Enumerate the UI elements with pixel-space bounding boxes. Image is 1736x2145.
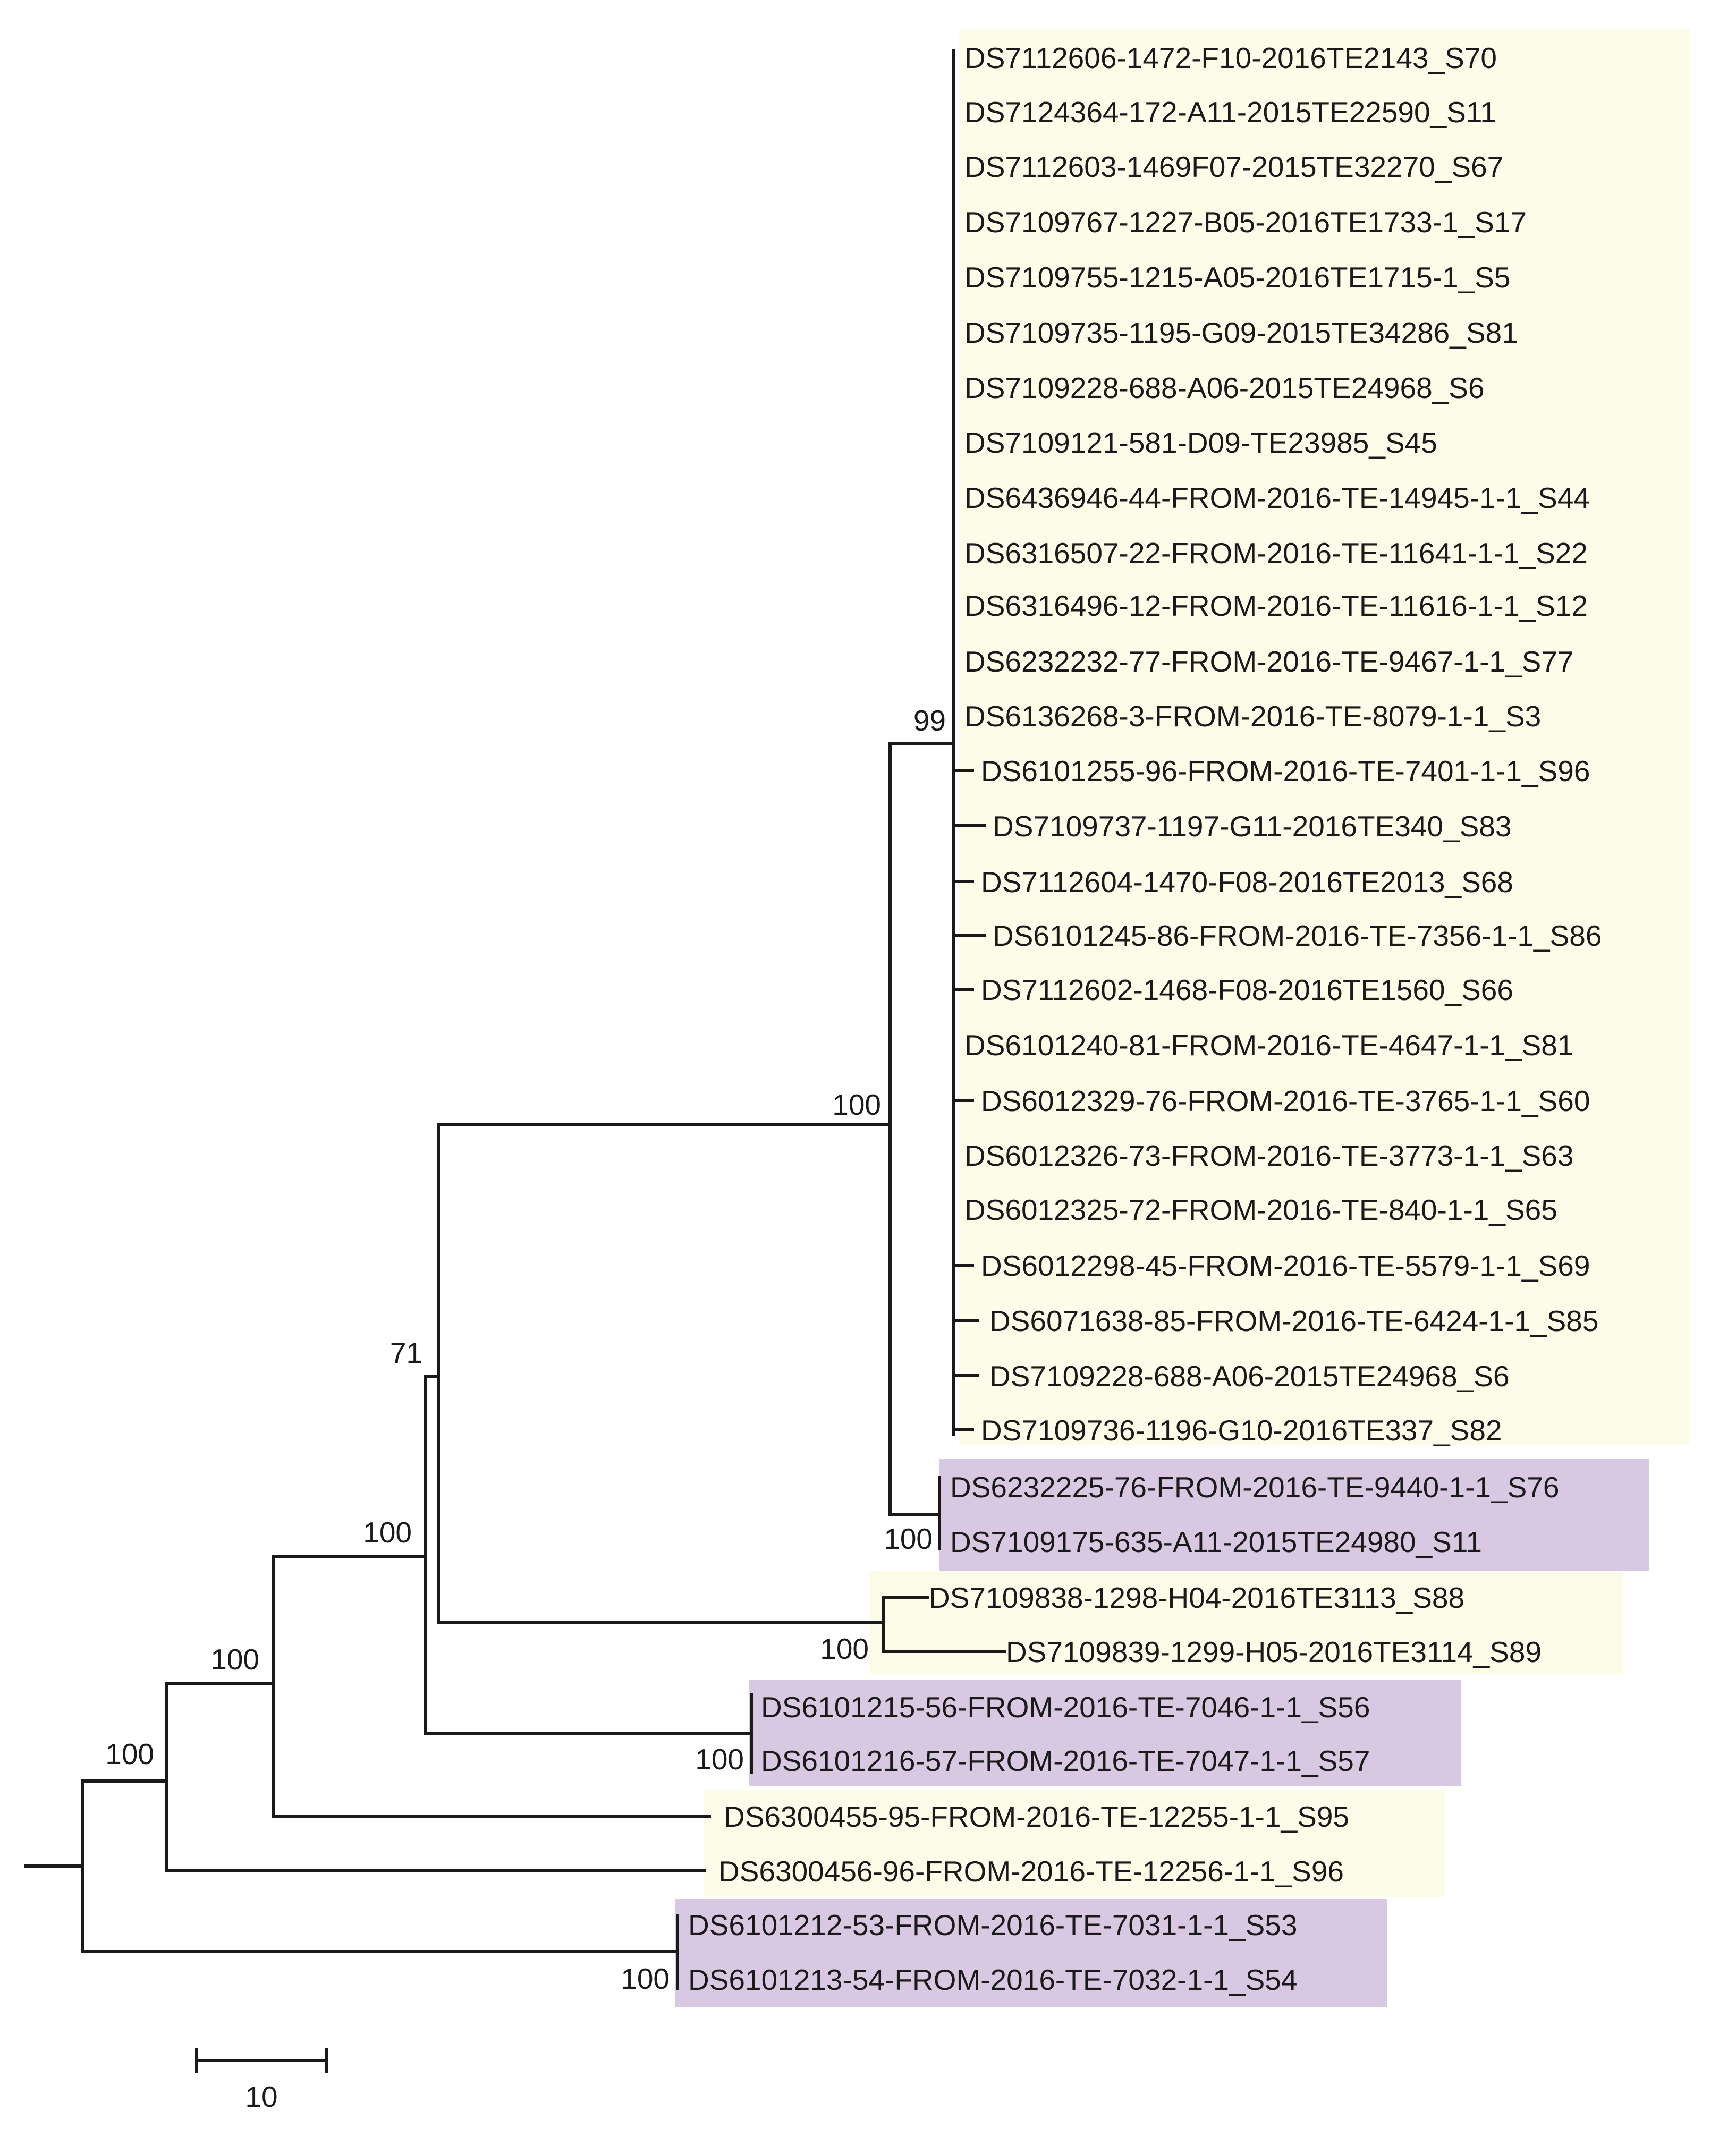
leaf-label: DS7109839-1299-H05-2016TE3114_S89 [1006,1635,1542,1668]
bootstrap-support-value: 100 [695,1743,744,1776]
bootstrap-support-value: 71 [390,1336,422,1369]
leaf-label: DS7109175-635-A11-2015TE24980_S11 [950,1525,1482,1558]
leaf-label: DS7112602-1468-F08-2016TE1560_S66 [981,973,1513,1006]
leaf-label: DS6101255-96-FROM-2016-TE-7401-1-1_S96 [981,754,1590,787]
leaf-label: DS6232225-76-FROM-2016-TE-9440-1-1_S76 [950,1471,1559,1504]
leaf-label: DS7109737-1197-G11-2016TE340_S83 [993,810,1511,843]
leaf-label: DS7109838-1298-H04-2016TE3113_S88 [929,1581,1464,1614]
leaf-label: DS7109121-581-D09-TE23985_S45 [964,426,1437,459]
leaf-label: DS6012325-72-FROM-2016-TE-840-1-1_S65 [964,1193,1557,1226]
leaf-label: DS6101215-56-FROM-2016-TE-7046-1-1_S56 [761,1691,1370,1724]
bootstrap-support-value: 100 [363,1516,412,1549]
clade-highlight-yellow-2 [869,1571,1623,1674]
leaf-label: DS6071638-85-FROM-2016-TE-6424-1-1_S85 [989,1304,1598,1337]
leaf-label: DS6300456-96-FROM-2016-TE-12256-1-1_S96 [718,1855,1344,1888]
leaf-label: DS7112603-1469F07-2015TE32270_S67 [964,150,1503,183]
clade-highlight-purple-1 [939,1459,1649,1571]
clade-highlight-main-yellow [959,29,1690,1445]
clade-highlight-purple-3 [675,1899,1387,2007]
bootstrap-support-value: 100 [832,1088,881,1121]
clade-highlight-yellow-3 [704,1790,1445,1897]
leaf-label: DS7109228-688-A06-2015TE24968_S6 [964,371,1485,404]
leaf-label: DS6012329-76-FROM-2016-TE-3765-1-1_S60 [981,1084,1590,1117]
leaf-label-layer: DS7112606-1472-F10-2016TE2143_S70 DS71243… [688,41,1602,1996]
leaf-label: DS6436946-44-FROM-2016-TE-14945-1-1_S44 [964,481,1590,514]
leaf-label: DS6101245-86-FROM-2016-TE-7356-1-1_S86 [993,919,1602,952]
scale-bar: 10 [195,2048,328,2113]
support-value-layer: 99 100 100 71 100 100 100 100 100 100 [105,704,946,1995]
leaf-label: DS7109736-1196-G10-2016TE337_S82 [981,1414,1502,1447]
scale-bar-label: 10 [245,2080,277,2113]
bootstrap-support-value: 100 [105,1737,154,1770]
leaf-label: DS6101213-54-FROM-2016-TE-7032-1-1_S54 [688,1963,1297,1996]
leaf-label: DS7109735-1195-G09-2015TE34286_S81 [964,316,1518,349]
leaf-label: DS6101212-53-FROM-2016-TE-7031-1-1_S53 [688,1909,1297,1941]
leaf-label: DS6012298-45-FROM-2016-TE-5579-1-1_S69 [981,1249,1590,1282]
bootstrap-support-value: 100 [884,1522,933,1555]
leaf-label: DS6012326-73-FROM-2016-TE-3773-1-1_S63 [964,1139,1573,1172]
bootstrap-support-value: 100 [820,1632,869,1665]
branch-layer [24,49,1006,1990]
bootstrap-support-value: 100 [210,1643,259,1676]
leaf-label: DS6316496-12-FROM-2016-TE-11616-1-1_S12 [964,589,1588,622]
leaf-label: DS7109228-688-A06-2015TE24968_S6 [989,1360,1510,1393]
leaf-label: DS6101216-57-FROM-2016-TE-7047-1-1_S57 [761,1744,1370,1777]
clade-highlight-layer [675,29,1690,2007]
leaf-label: DS7112606-1472-F10-2016TE2143_S70 [964,41,1497,74]
leaf-label: DS7124364-172-A11-2015TE22590_S11 [964,96,1496,129]
leaf-label: DS6316507-22-FROM-2016-TE-11641-1-1_S22 [964,537,1588,570]
leaf-label: DS6136268-3-FROM-2016-TE-8079-1-1_S3 [964,700,1541,733]
leaf-label: DS6101240-81-FROM-2016-TE-4647-1-1_S81 [964,1029,1573,1062]
clade-highlight-purple-2 [749,1680,1461,1786]
bootstrap-support-value: 100 [621,1962,670,1995]
bootstrap-support-value: 99 [913,704,946,737]
leaf-label: DS7109755-1215-A05-2016TE1715-1_S5 [964,261,1510,294]
leaf-label: DS6232232-77-FROM-2016-TE-9467-1-1_S77 [964,645,1573,678]
leaf-label: DS7112604-1470-F08-2016TE2013_S68 [981,866,1513,898]
leaf-label: DS7109767-1227-B05-2016TE1733-1_S17 [964,206,1527,239]
leaf-label: DS6300455-95-FROM-2016-TE-12255-1-1_S95 [724,1800,1349,1833]
